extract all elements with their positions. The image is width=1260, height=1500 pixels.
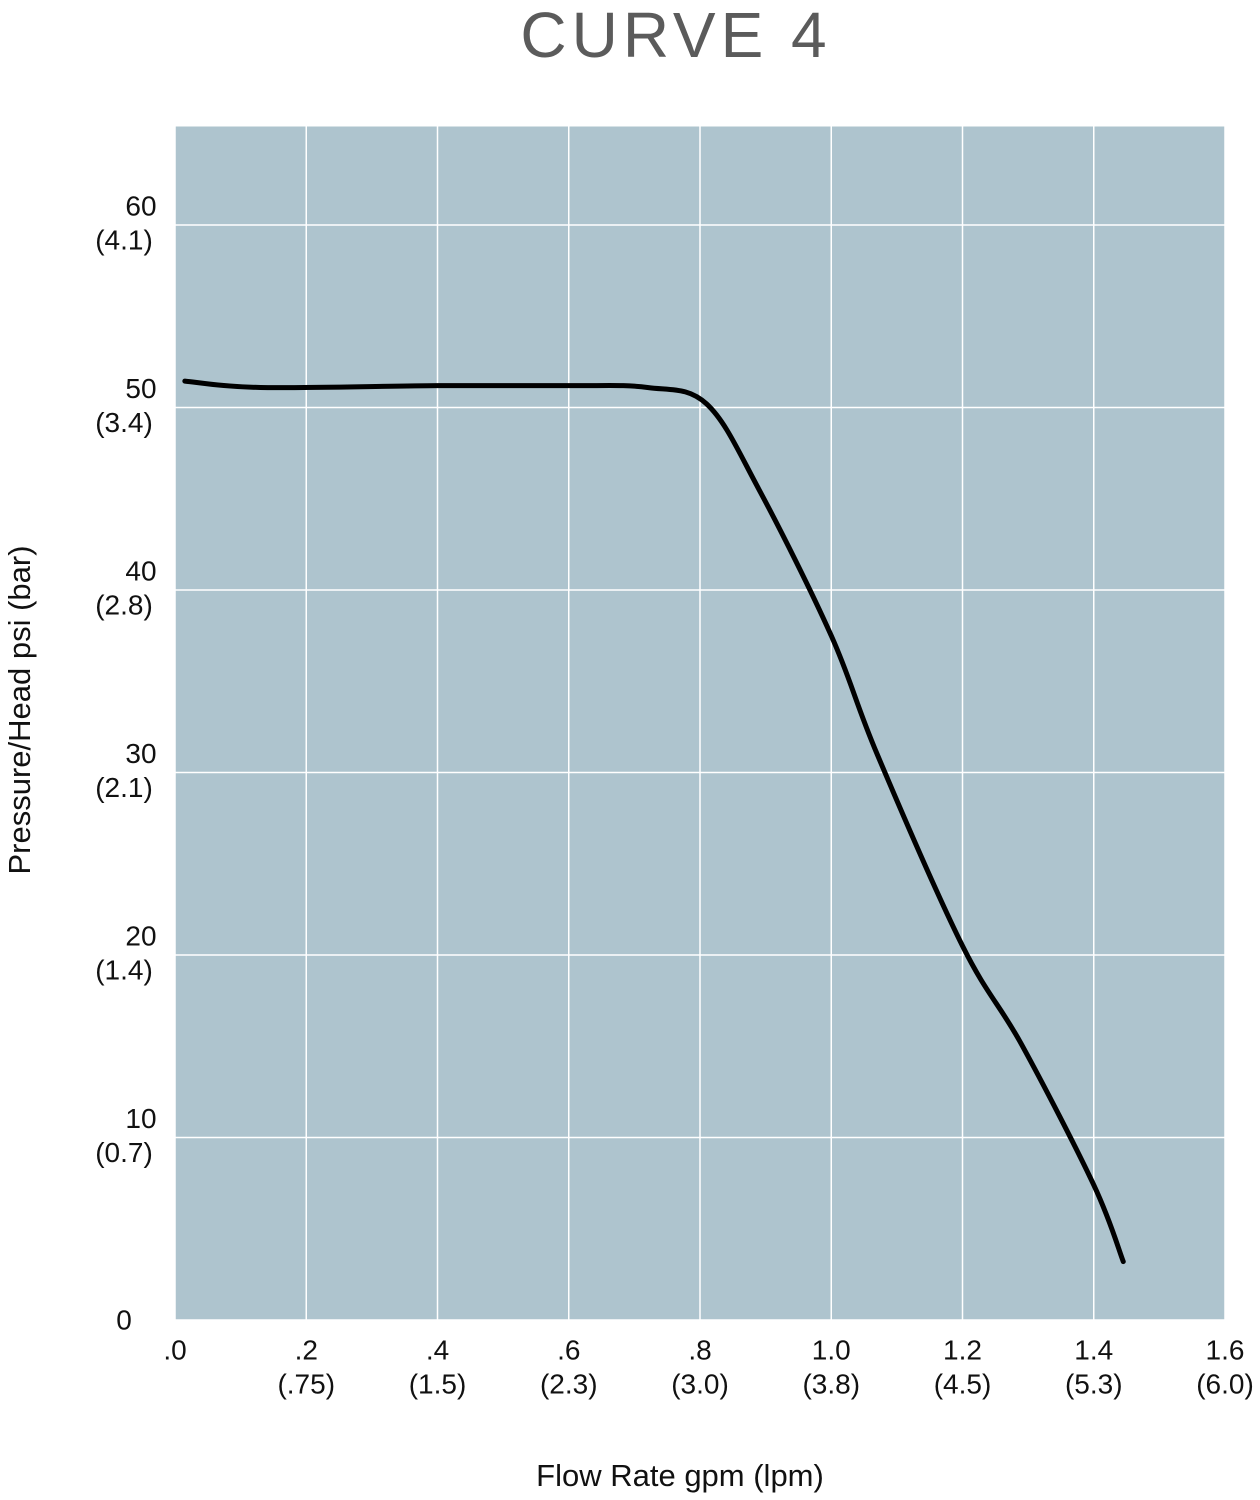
x-tick-sublabel: (3.0) — [671, 1368, 729, 1399]
y-tick-sublabel: (1.4) — [95, 954, 153, 985]
x-tick-label: 1.4 — [1074, 1334, 1113, 1365]
x-tick-label: .2 — [295, 1334, 318, 1365]
y-tick-label: 20 — [125, 920, 156, 951]
y-tick-sublabel: (3.4) — [95, 407, 153, 438]
curve-line — [182, 378, 1126, 1265]
y-tick-label: 50 — [125, 373, 156, 404]
y-tick-sublabel: (2.8) — [95, 589, 153, 620]
x-tick-label: .8 — [688, 1334, 711, 1365]
y-tick-label: 40 — [125, 555, 156, 586]
x-tick-sublabel: (3.8) — [802, 1368, 860, 1399]
x-tick-sublabel: (2.3) — [540, 1368, 598, 1399]
y-tick-label: 10 — [125, 1103, 156, 1134]
x-tick-label: 1.2 — [943, 1334, 982, 1365]
x-tick-label: 1.6 — [1206, 1334, 1245, 1365]
y-tick-sublabel: (0.7) — [95, 1137, 153, 1168]
x-tick-sublabel: (5.3) — [1065, 1368, 1123, 1399]
x-tick-sublabel: (.75) — [277, 1368, 335, 1399]
y-tick-label: 0 — [116, 1304, 132, 1335]
y-tick-sublabel: (2.1) — [95, 772, 153, 803]
y-tick-label: 30 — [125, 738, 156, 769]
y-tick-sublabel: (4.1) — [95, 224, 153, 255]
y-axis-title: Pressure/Head psi (bar) — [2, 545, 37, 874]
x-tick-label: .6 — [557, 1334, 580, 1365]
chart-title: CURVE 4 — [520, 0, 831, 71]
x-tick-label: .0 — [163, 1334, 186, 1365]
x-tick-sublabel: (6.0) — [1196, 1368, 1254, 1399]
x-tick-label: 1.0 — [812, 1334, 851, 1365]
x-tick-sublabel: (4.5) — [934, 1368, 992, 1399]
x-tick-label: .4 — [426, 1334, 449, 1365]
y-tick-label: 60 — [125, 190, 156, 221]
x-tick-sublabel: (1.5) — [409, 1368, 467, 1399]
x-axis-title: Flow Rate gpm (lpm) — [536, 1458, 824, 1493]
